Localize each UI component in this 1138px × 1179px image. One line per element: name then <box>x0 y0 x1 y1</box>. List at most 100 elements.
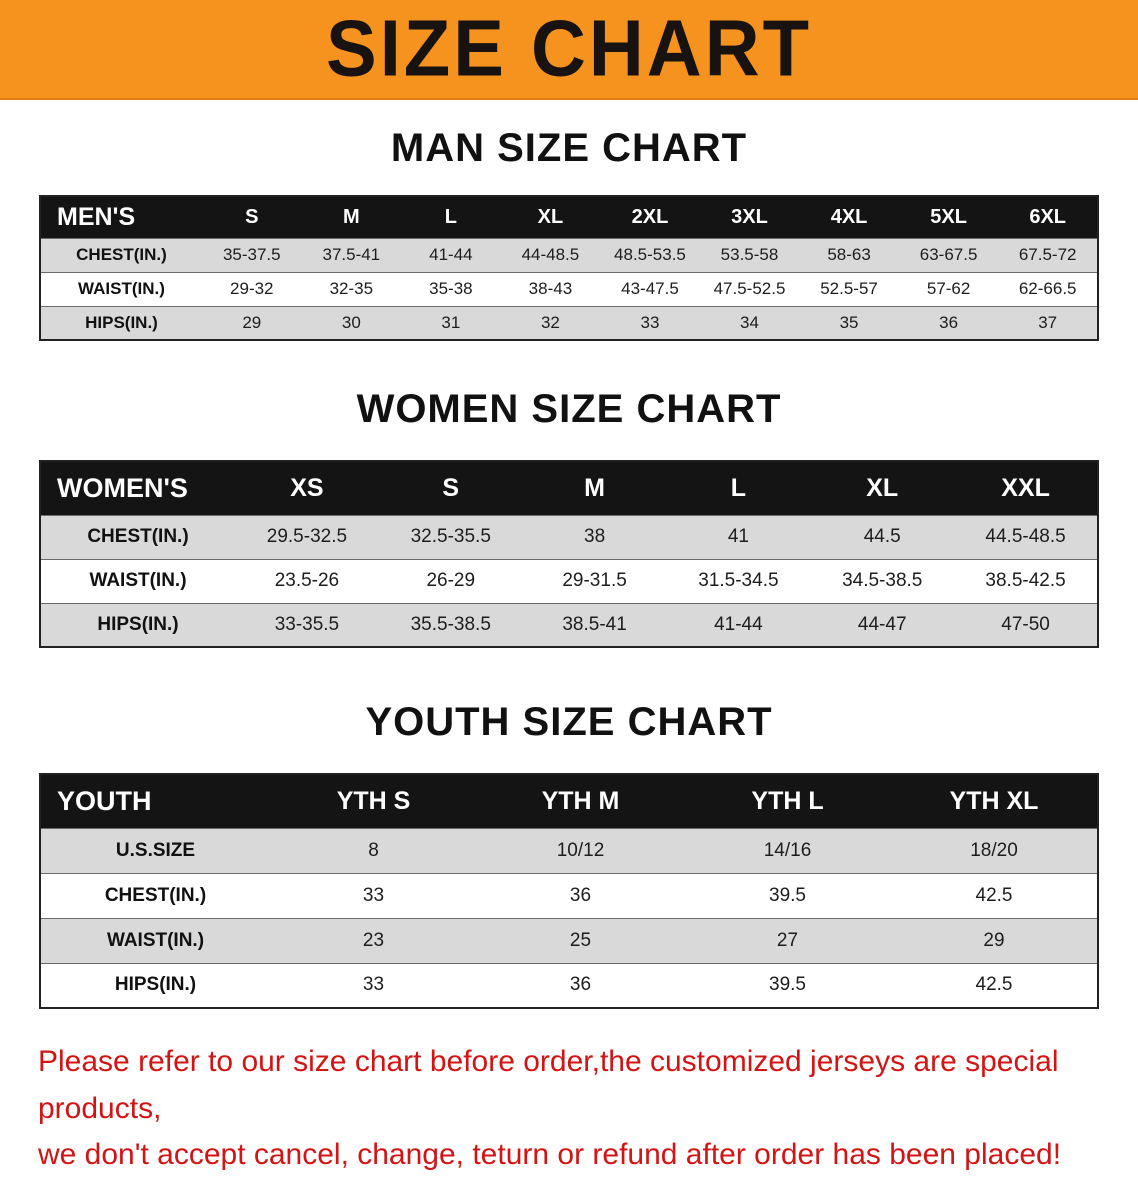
table-cell: 29.5-32.5 <box>266 526 348 547</box>
column-header: M <box>301 196 402 238</box>
column-header: YTH M <box>477 774 684 828</box>
table-cell: 14/16 <box>763 839 812 861</box>
table-cell: 33 <box>362 974 385 996</box>
column-header: S <box>378 461 523 515</box>
table-cell: 39.5 <box>769 884 806 906</box>
disclaimer-line-2: we don't accept cancel, change, teturn o… <box>38 1138 1062 1171</box>
table-cell: 32-35 <box>329 279 374 298</box>
column-header: YTH L <box>684 774 891 828</box>
column-header: L <box>666 461 811 515</box>
table-cell: 44.5-48.5 <box>985 526 1066 547</box>
table-cell: 23 <box>362 929 385 951</box>
table-cell: 27 <box>776 929 799 951</box>
table-cell: 43-47.5 <box>621 279 679 298</box>
youth-section-title: YOUTH SIZE CHART <box>365 700 773 744</box>
table-row: HIPS(IN.) 33 36 39.5 42.5 <box>40 963 1098 1008</box>
table-cell: 39.5 <box>769 974 806 996</box>
table-cell: 42.5 <box>975 884 1013 906</box>
table-cell: 36 <box>569 974 592 996</box>
table-cell: 31 <box>441 312 461 332</box>
table-cell: 63-67.5 <box>919 245 978 264</box>
table-row: HIPS(IN.) 29 30 31 32 33 34 35 36 37 <box>40 306 1098 340</box>
table-cell: 36 <box>569 884 592 906</box>
table-cell: 34.5-38.5 <box>842 570 923 591</box>
table-cell: 47.5-52.5 <box>713 279 786 298</box>
men-size-section: MAN SIZE CHART MEN'S S M L XL 2XL 3XL 4XL 5XL 6XL… <box>0 126 1138 341</box>
table-cell: 35.5-38.5 <box>410 613 491 635</box>
row-label: HIPS(IN.) <box>85 312 158 332</box>
table-cell: 29 <box>242 312 262 332</box>
table-row: HIPS(IN.) 33-35.5 35.5-38.5 38.5-41 41-44 44-… <box>40 603 1098 647</box>
table-cell: 37.5-41 <box>322 245 381 264</box>
column-header: 5XL <box>898 196 999 238</box>
table-cell: 57-62 <box>926 279 971 298</box>
table-cell: 33-35.5 <box>274 613 340 635</box>
table-cell: 48.5-53.5 <box>614 245 686 264</box>
table-cell: 8 <box>368 839 379 861</box>
table-cell: 25 <box>569 929 592 951</box>
table-cell: 38 <box>584 526 606 547</box>
table-corner-label: MEN'S <box>40 196 202 238</box>
table-cell: 29-32 <box>230 279 274 298</box>
women-section-title: WOMEN SIZE CHART <box>356 387 782 431</box>
table-cell: 33 <box>640 312 660 332</box>
table-cell: 35-38 <box>429 279 473 298</box>
table-cell: 41 <box>727 526 749 547</box>
table-corner-label: YOUTH <box>40 774 270 828</box>
column-header: M <box>522 461 667 515</box>
men-section-title: MAN SIZE CHART <box>390 126 748 170</box>
table-cell: 36 <box>939 312 959 332</box>
table-cell: 26-29 <box>426 570 476 591</box>
table-row: WAIST(IN.) 23.5-26 26-29 29-31.5 31.5-34.5 34… <box>40 559 1098 603</box>
table-header-row: MEN'S S M L XL 2XL 3XL 4XL 5XL 6XL <box>40 196 1098 238</box>
row-label: CHEST(IN.) <box>87 526 189 547</box>
row-label: WAIST(IN.) <box>106 929 205 951</box>
row-label: HIPS(IN.) <box>114 974 197 996</box>
table-cell: 31.5-34.5 <box>698 570 779 591</box>
table-cell: 32 <box>540 312 560 332</box>
table-cell: 34 <box>740 312 759 332</box>
disclaimer: Please refer to our size chart before or… <box>38 1039 1100 1179</box>
column-header: L <box>401 196 501 238</box>
column-header: S <box>202 196 302 238</box>
column-header: XXL <box>954 461 1098 515</box>
table-cell: 35 <box>839 312 859 332</box>
table-cell: 44-48.5 <box>521 245 580 264</box>
table-cell: 29-31.5 <box>562 570 627 591</box>
size-chart-banner: SIZE CHART <box>0 0 1138 100</box>
table-cell: 52.5-57 <box>820 279 878 298</box>
column-header: XL <box>500 196 601 238</box>
table-row: CHEST(IN.) 29.5-32.5 32.5-35.5 38 41 44.5 44.5… <box>40 515 1098 559</box>
banner-title: SIZE CHART <box>326 3 812 94</box>
table-row: WAIST(IN.) 29-32 32-35 35-38 38-43 43-47.5 47.… <box>40 272 1098 306</box>
table-cell: 23.5-26 <box>274 570 340 591</box>
column-header: YTH XL <box>891 774 1098 828</box>
row-label: U.S.SIZE <box>115 839 196 861</box>
table-cell: 42.5 <box>975 974 1013 996</box>
table-row: WAIST(IN.) 23 25 27 29 <box>40 918 1098 963</box>
table-cell: 58-63 <box>827 245 871 264</box>
table-cell: 38.5-42.5 <box>985 570 1066 591</box>
youth-size-table: YOUTH YTH S YTH M YTH L YTH XL U.S.SIZE 8 10/12… <box>39 773 1099 1009</box>
row-label: WAIST(IN.) <box>89 570 187 591</box>
row-label: CHEST(IN.) <box>76 245 167 264</box>
table-cell: 10/12 <box>556 839 605 861</box>
table-header-row: YOUTH YTH S YTH M YTH L YTH XL <box>40 774 1098 828</box>
table-cell: 44.5 <box>863 526 901 547</box>
column-header: 4XL <box>799 196 899 238</box>
table-row: CHEST(IN.) 33 36 39.5 42.5 <box>40 873 1098 918</box>
row-label: WAIST(IN.) <box>78 279 165 298</box>
table-header-row: WOMEN'S XS S M L XL XXL <box>40 461 1098 515</box>
column-header: 3XL <box>699 196 800 238</box>
column-header: XL <box>810 461 955 515</box>
row-label: HIPS(IN.) <box>97 613 179 635</box>
table-cell: 47-50 <box>1001 613 1050 635</box>
table-cell: 67.5-72 <box>1018 245 1077 264</box>
table-cell: 44-47 <box>857 613 907 635</box>
table-cell: 41-44 <box>429 245 473 264</box>
column-header: YTH S <box>270 774 477 828</box>
table-cell: 37 <box>1038 312 1058 332</box>
column-header: 6XL <box>998 196 1098 238</box>
table-corner-label: WOMEN'S <box>40 461 235 515</box>
